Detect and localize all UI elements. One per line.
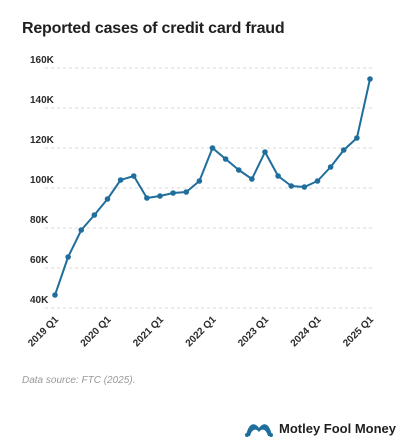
- data-point: [130, 173, 137, 179]
- data-point: [91, 212, 98, 218]
- data-point: [249, 176, 255, 182]
- x-tick-label: 2022 Q1: [184, 314, 219, 349]
- data-point: [262, 149, 268, 155]
- y-axis-ticks: 40K 60K 80K 100K 120K 140K 160K: [30, 55, 55, 306]
- line-chart: 40K 60K 80K 100K 120K 140K 160K 2019 Q1 2020 Q1…: [26, 55, 376, 349]
- data-points: [52, 76, 373, 298]
- chart-title: Reported cases of credit card fraud: [22, 20, 285, 37]
- data-point: [65, 254, 71, 260]
- gridlines: [45, 67, 372, 309]
- data-point: [314, 178, 321, 184]
- data-point: [235, 167, 242, 173]
- x-tick-label: 2020 Q1: [79, 314, 114, 349]
- series-line: [54, 78, 371, 296]
- x-tick-label: 2024 Q1: [289, 314, 324, 349]
- x-tick-label: 2025 Q1: [341, 314, 376, 349]
- data-point: [196, 178, 203, 184]
- data-point: [104, 196, 111, 202]
- data-point: [157, 193, 163, 199]
- data-point: [367, 76, 373, 82]
- data-point: [288, 183, 295, 189]
- x-axis-ticks: 2019 Q1 2020 Q1 2021 Q1 2022 Q1 2023 Q1 2024 …: [26, 314, 376, 349]
- brand-logo: Motley Fool Money: [244, 418, 396, 438]
- y-tick-label: 100K: [30, 175, 55, 186]
- data-point: [275, 173, 281, 179]
- y-tick-label: 160K: [30, 55, 55, 66]
- jester-cap-icon: [245, 424, 273, 437]
- data-source-note: Data source: FTC (2025).: [22, 375, 136, 386]
- data-point: [52, 292, 58, 298]
- data-point: [117, 177, 124, 183]
- data-point: [144, 195, 150, 201]
- data-point: [183, 189, 190, 195]
- y-tick-label: 140K: [30, 95, 55, 106]
- y-tick-label: 80K: [30, 215, 49, 226]
- data-point: [301, 184, 308, 190]
- brand-name: Motley Fool Money: [279, 420, 396, 436]
- data-point: [354, 135, 360, 141]
- data-point: [209, 145, 216, 151]
- y-tick-label: 60K: [30, 255, 49, 266]
- data-point: [327, 164, 334, 170]
- data-point: [78, 227, 85, 233]
- data-point: [222, 156, 229, 162]
- y-tick-label: 120K: [30, 135, 55, 146]
- x-tick-label: 2023 Q1: [236, 314, 271, 349]
- y-tick-label: 40K: [30, 295, 49, 306]
- x-tick-label: 2021 Q1: [131, 314, 166, 349]
- x-tick-label: 2019 Q1: [26, 314, 61, 349]
- data-point: [340, 147, 347, 153]
- data-point: [170, 190, 176, 196]
